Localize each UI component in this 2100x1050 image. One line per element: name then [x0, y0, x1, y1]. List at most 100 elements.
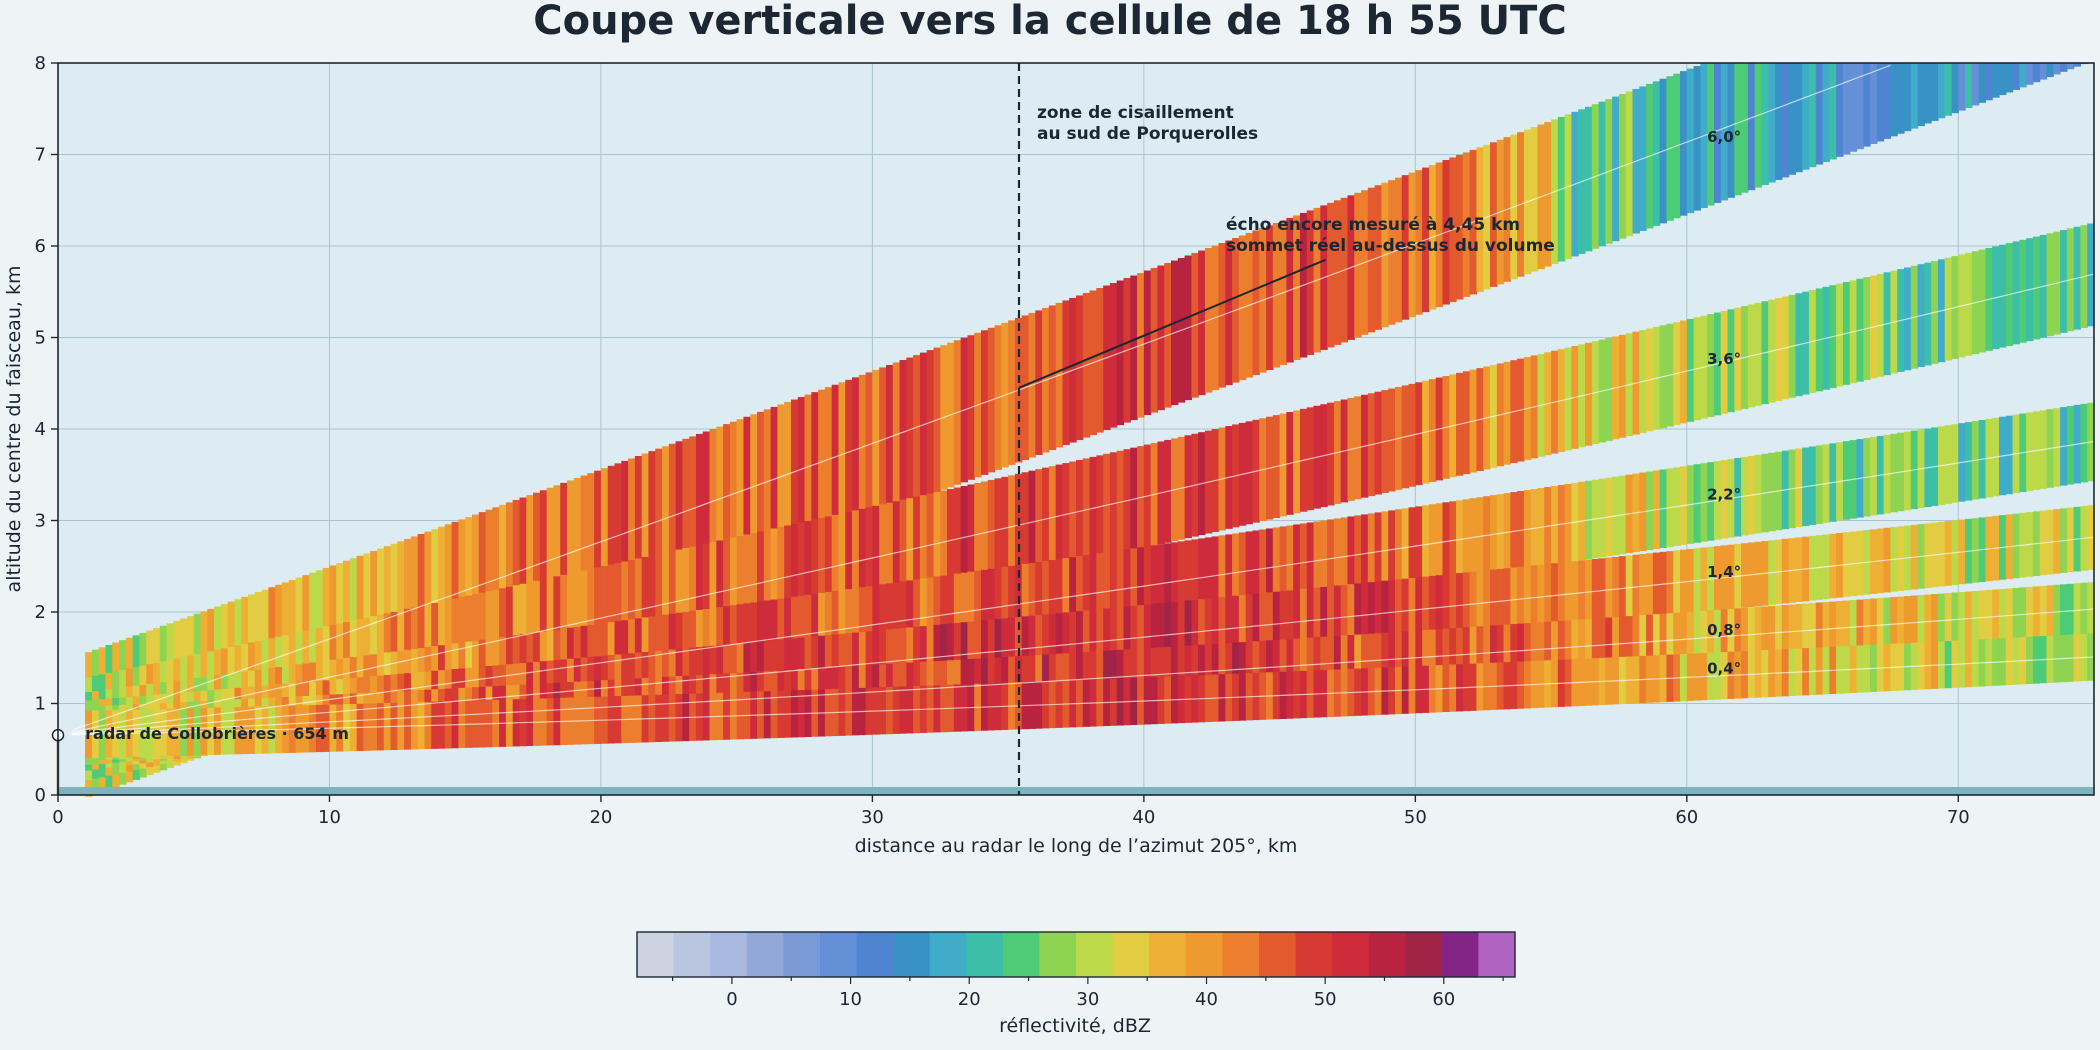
beam-line-0,8°: [71, 608, 2095, 736]
reflectivity-cell: [2073, 63, 2082, 67]
y-tick-label: 2: [35, 602, 46, 623]
reflectivity-cell: [1985, 63, 1993, 101]
elevation-label: 0,8°: [1707, 621, 1741, 639]
y-tick-label: 7: [35, 145, 46, 166]
elevation-label: 3,6°: [1707, 350, 1741, 368]
reflectivity-cell: [1741, 63, 1749, 193]
elevation-label: 1,4°: [1707, 563, 1741, 581]
echo-top-annotation: écho encore mesuré à 4,45 km sommet réel …: [1226, 215, 1555, 256]
reflectivity-cell: [1768, 63, 1776, 183]
colorbar-frame: [636, 931, 1516, 978]
colorbar-swatch: [1222, 932, 1260, 977]
reflectivity-cell: [1815, 63, 1824, 165]
beam-line-0,4°: [71, 656, 2095, 736]
colorbar-swatch: [819, 932, 857, 977]
reflectivity-cell: [1795, 63, 1803, 173]
ground-band: [58, 787, 2094, 795]
reflectivity-cell: [1897, 63, 1905, 134]
reflectivity-cell: [1903, 63, 1912, 132]
colorbar-tick-label: 0: [726, 989, 737, 1010]
reflectivity-cell: [1944, 63, 1953, 116]
colorbar-swatch: [1039, 932, 1077, 977]
y-tick-label: 5: [35, 328, 46, 349]
reflectivity-cell: [2046, 63, 2054, 78]
beam-line-3,6°: [71, 273, 2095, 733]
colorbar-tick-label: 20: [958, 989, 981, 1010]
y-tick-label: 6: [35, 236, 46, 257]
reflectivity-cell: [1761, 63, 1769, 186]
reflectivity-cell: [1863, 63, 1871, 147]
reflectivity-cell: [1775, 63, 1783, 180]
reflectivity-cell: [1727, 63, 1735, 198]
y-tick-label: 1: [35, 694, 46, 715]
y-tick-label: 0: [35, 785, 46, 806]
reflectivity-cell: [2012, 63, 2020, 90]
colorbar-swatch: [637, 932, 675, 977]
beam-line-6,0°: [71, 64, 1891, 731]
colorbar-swatch: [1076, 932, 1114, 977]
reflectivity-cell: [2060, 63, 2068, 72]
colorbar-swatch: [856, 932, 894, 977]
reflectivity-cell: [1992, 63, 2000, 98]
colorbar-swatch: [673, 932, 711, 977]
colorbar-swatch: [1368, 932, 1406, 977]
annotations: zone de cisaillement au sud de Porqueroll…: [51, 63, 1555, 795]
reflectivity-cell: [2066, 63, 2075, 70]
x-axis-label: distance au radar le long de l’azimut 20…: [855, 835, 1298, 857]
colorbar-swatch: [1112, 932, 1150, 977]
beam-center-lines: 0,4° 0,8° 1,4° 2,2° 3,6° 6,0°: [71, 64, 2095, 736]
colorbar-swatch: [1332, 932, 1370, 977]
reflectivity-cell: [1965, 63, 1973, 108]
colorbar-tick-label: 30: [1076, 989, 1099, 1010]
reflectivity-cell: [1924, 63, 1932, 124]
reflectivity-cell: [1951, 63, 1959, 114]
reflectivity-cell: [2032, 63, 2041, 83]
reflectivity-cell: [1971, 63, 1980, 106]
y-tick-label: 3: [35, 511, 46, 532]
colorbar-tick-label: 60: [1432, 989, 1455, 1010]
elevation-label: 0,4°: [1707, 660, 1741, 678]
reflectivity-cell: [1713, 63, 1722, 203]
reflectivity-cell: [1998, 63, 2007, 96]
colorbar-swatch: [1405, 932, 1443, 977]
reflectivity-cell: [1883, 63, 1891, 139]
colorbar-swatch: [1149, 932, 1187, 977]
colorbar-swatch: [710, 932, 748, 977]
colorbar-swatch: [1441, 932, 1479, 977]
reflectivity-cell: [1829, 63, 1837, 160]
reflectivity-cell: [1937, 63, 1946, 119]
colorbar-swatch: [1258, 932, 1296, 977]
colorbar-label: réflectivité, dBZ: [999, 1015, 1151, 1037]
colorbar-swatch: [746, 932, 784, 977]
beam-line-2,2°: [71, 440, 2095, 734]
colorbar: 0 10 20 30 40 50 60: [636, 931, 1516, 1010]
colorbar-swatch: [1185, 932, 1223, 977]
colorbar-swatch: [1478, 932, 1516, 977]
x-tick-label: 50: [1404, 807, 1427, 828]
reflectivity-cell: [1931, 63, 1939, 121]
colorbar-swatch: [1295, 932, 1333, 977]
reflectivity-cell: [1754, 63, 1763, 188]
colorbar-tick-label: 10: [839, 989, 862, 1010]
x-tick-label: 30: [861, 807, 884, 828]
elevation-label: 6,0°: [1707, 128, 1741, 146]
reflectivity-cell: [1842, 63, 1851, 155]
reflectivity-cell: [2053, 63, 2061, 75]
colorbar-swatch: [929, 932, 967, 977]
colorbar-swatch: [1002, 932, 1040, 977]
reflectivity-cell: [1856, 63, 1864, 150]
reflectivity-cell: [1802, 63, 1810, 170]
reflectivity-cell: [1747, 63, 1756, 191]
y-tick-label: 4: [35, 419, 46, 440]
x-tick-label: 10: [318, 807, 341, 828]
reflectivity-cell: [2019, 63, 2027, 88]
reflectivity-cell: [1890, 63, 1898, 137]
reflectivity-cell: [1822, 63, 1830, 162]
reflectivity-cell: [1808, 63, 1817, 168]
y-axis-label: altitude du centre du faisceau, km: [3, 266, 25, 593]
colorbar-swatch: [966, 932, 1004, 977]
reflectivity-cell: [1958, 63, 1966, 111]
reflectivity-cell: [1978, 63, 1987, 103]
reflectivity-cell: [1849, 63, 1858, 152]
